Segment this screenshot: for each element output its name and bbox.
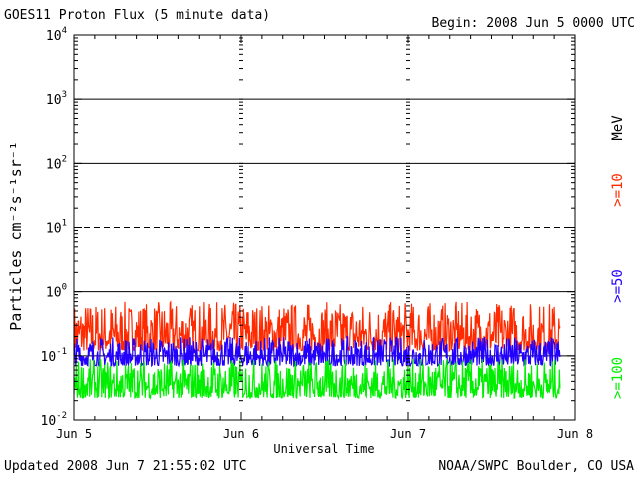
y-tick-label: 101: [46, 219, 67, 237]
x-axis-label: Universal Time: [273, 442, 374, 456]
x-tick-label: Jun 8: [557, 427, 593, 441]
y-axis-label: Particles cm⁻²s⁻¹sr⁻¹: [7, 141, 25, 331]
y-tick-label: 10-1: [41, 347, 68, 365]
legend-unit: MeV: [610, 115, 626, 141]
y-tick-label: 104: [46, 26, 67, 44]
y-tick-label: 103: [46, 90, 67, 108]
x-tick-labels: Jun 5 Jun 6 Jun 7 Jun 8: [56, 427, 593, 441]
chart-title: GOES11 Proton Flux (5 minute data): [4, 8, 271, 23]
x-tick-label: Jun 7: [390, 427, 426, 441]
series-line: [73, 335, 561, 368]
begin-time: Begin: 2008 Jun 5 0000 UTC: [431, 16, 636, 31]
y-tick-labels: 10-2 10-1 100 101 102 103 104: [41, 26, 68, 429]
x-tick-label: Jun 6: [223, 427, 259, 441]
tick-layer: [73, 35, 576, 421]
grid-layer: [74, 98, 575, 357]
credit-text: NOAA/SWPC Boulder, CO USA: [438, 459, 634, 474]
legend-series: >=10: [610, 173, 626, 207]
y-tick-label: 100: [46, 283, 67, 301]
y-tick-label: 102: [46, 154, 67, 172]
series-layer: [73, 300, 561, 401]
series-line: [73, 358, 561, 401]
legend: MeV >=10 >=50 >=100: [610, 115, 626, 399]
y-tick-label: 10-2: [41, 411, 68, 429]
updated-time: Updated 2008 Jun 7 21:55:02 UTC: [4, 459, 247, 474]
x-tick-label: Jun 5: [56, 427, 92, 441]
legend-series: >=50: [610, 269, 626, 303]
legend-series: >=100: [610, 357, 626, 399]
